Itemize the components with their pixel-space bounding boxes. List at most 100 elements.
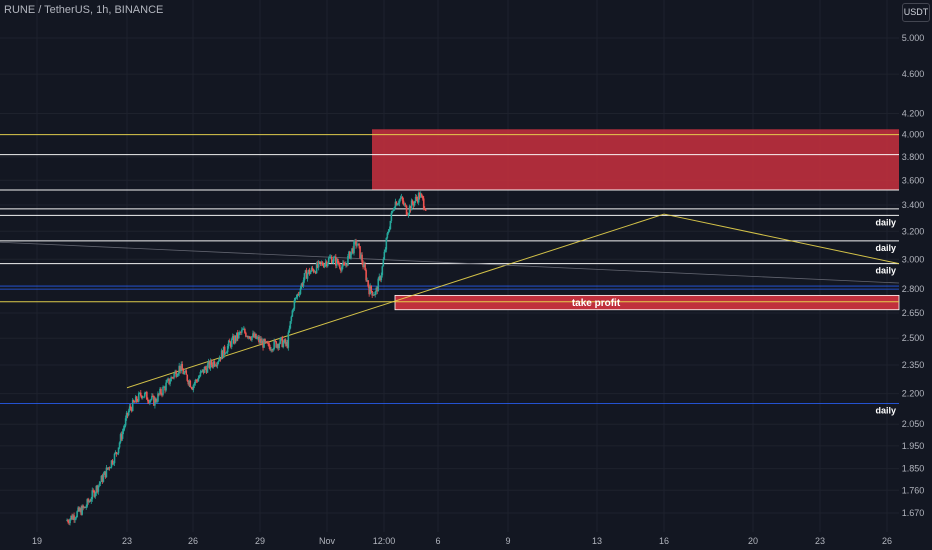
candle-up bbox=[354, 240, 356, 242]
candle-up bbox=[75, 517, 77, 519]
candle-down bbox=[210, 360, 213, 365]
candle-down bbox=[277, 344, 280, 348]
candle-up bbox=[103, 471, 106, 475]
candle-up bbox=[217, 360, 220, 363]
candle-down bbox=[379, 276, 382, 281]
candle-up bbox=[347, 255, 349, 266]
candle-down bbox=[228, 340, 231, 343]
candle-up bbox=[382, 259, 385, 267]
candle-down bbox=[205, 368, 208, 373]
candle-up bbox=[112, 463, 115, 464]
candle-down bbox=[158, 393, 160, 395]
candle-up bbox=[403, 204, 406, 206]
candle-up bbox=[174, 371, 176, 374]
candle-up bbox=[203, 367, 206, 374]
candle-down bbox=[325, 261, 328, 267]
price-tick-label: 1.670 bbox=[902, 508, 925, 518]
level-layer bbox=[0, 134, 899, 404]
level-label-daily: daily bbox=[875, 266, 896, 276]
candle-up bbox=[145, 391, 147, 393]
candle-down bbox=[196, 380, 199, 382]
candle-down bbox=[87, 499, 90, 503]
candle-down bbox=[297, 294, 300, 295]
candle-down bbox=[405, 205, 408, 215]
candle-up bbox=[265, 341, 267, 343]
candle-up bbox=[332, 257, 335, 262]
candle-up bbox=[326, 262, 329, 267]
candle-down bbox=[82, 505, 84, 508]
candle-down bbox=[189, 380, 192, 388]
candle-up bbox=[410, 200, 413, 211]
price-tick-label: 3.000 bbox=[902, 254, 925, 264]
candle-down bbox=[402, 200, 405, 205]
candle-up bbox=[407, 213, 410, 216]
candle-up bbox=[241, 329, 243, 333]
candle-up bbox=[293, 300, 296, 309]
candle-up bbox=[397, 203, 400, 205]
candle-up bbox=[177, 373, 179, 376]
candle-up bbox=[88, 500, 91, 503]
candle-up bbox=[207, 361, 210, 365]
time-tick-label: Nov bbox=[319, 536, 336, 546]
candle-up bbox=[192, 385, 195, 390]
candle-up bbox=[105, 467, 108, 478]
candle-up bbox=[389, 220, 392, 230]
candle-up bbox=[384, 249, 387, 252]
candle-down bbox=[146, 391, 148, 400]
candle-up bbox=[377, 278, 380, 292]
candle-up bbox=[230, 339, 233, 347]
candle-up bbox=[107, 467, 110, 470]
candle-down bbox=[104, 471, 107, 478]
price-tick-label: 1.850 bbox=[902, 464, 925, 474]
candle-down bbox=[343, 262, 345, 265]
candle-up bbox=[287, 332, 290, 348]
candle-up bbox=[150, 399, 152, 401]
candle-up bbox=[159, 388, 161, 395]
candle-down bbox=[281, 337, 284, 348]
candle-up bbox=[390, 212, 393, 221]
candle-down bbox=[411, 200, 414, 204]
candle-down bbox=[93, 490, 96, 497]
currency-unit-button[interactable]: USDT bbox=[902, 3, 930, 22]
candle-up bbox=[369, 285, 371, 295]
candle-down bbox=[215, 365, 218, 367]
candle-up bbox=[385, 237, 388, 250]
price-axis[interactable]: 5.000 4.600 4.200 4.000 3.800 3.600 3.400 3.200… bbox=[902, 33, 925, 518]
candle-down bbox=[161, 393, 163, 395]
time-tick-label: 29 bbox=[255, 536, 265, 546]
candle-up bbox=[114, 452, 117, 454]
candle-up bbox=[197, 377, 200, 382]
candle-up bbox=[188, 380, 191, 385]
candle-up bbox=[99, 481, 102, 484]
candle-down bbox=[349, 251, 351, 259]
candle-up bbox=[144, 392, 146, 397]
time-axis[interactable]: 19 23 26 29 Nov 12:00 6 9 13 16 20 23 26 bbox=[32, 536, 892, 546]
candle-up bbox=[81, 505, 83, 515]
candle-down bbox=[361, 254, 363, 263]
time-tick-label: 26 bbox=[188, 536, 198, 546]
candle-up bbox=[336, 258, 338, 266]
candle-down bbox=[367, 280, 369, 287]
level-label-daily: daily bbox=[875, 243, 896, 253]
candle-down bbox=[186, 374, 189, 381]
candle-up bbox=[280, 337, 283, 339]
candle-up bbox=[166, 380, 168, 383]
take-profit-label: take profit bbox=[572, 298, 621, 309]
candle-up bbox=[251, 336, 253, 340]
candle-up bbox=[224, 353, 227, 354]
candle-down bbox=[223, 346, 226, 354]
price-tick-label: 2.500 bbox=[902, 333, 925, 343]
candle-down bbox=[108, 467, 111, 469]
candle-up bbox=[399, 197, 402, 200]
candle-up bbox=[74, 518, 76, 520]
price-tick-label: 2.800 bbox=[902, 284, 925, 294]
time-tick-label: 19 bbox=[32, 536, 42, 546]
candle-down bbox=[221, 350, 224, 359]
candle-up bbox=[313, 271, 316, 273]
candle-up bbox=[124, 418, 127, 426]
candle-down bbox=[371, 290, 373, 296]
candle-up bbox=[309, 271, 312, 275]
candle-up bbox=[288, 328, 291, 333]
candle-down bbox=[244, 328, 246, 333]
